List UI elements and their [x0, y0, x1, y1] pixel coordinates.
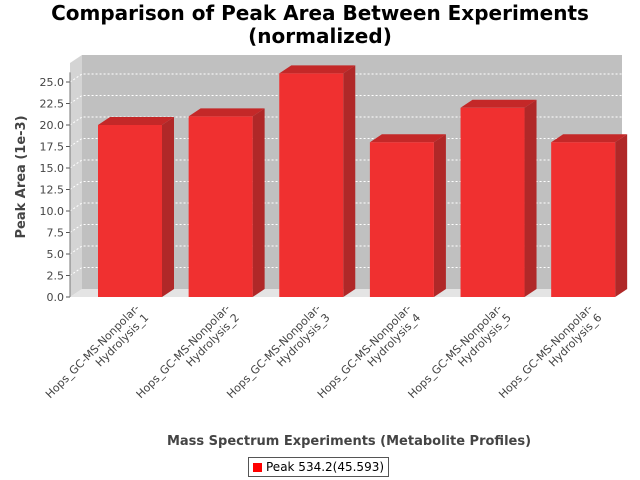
bar: [188, 108, 265, 298]
gridline: [69, 181, 622, 190]
y-axis-title: Peak Area (1e-3): [14, 115, 29, 238]
x-tick-label-line: Hops_GC-MS-Nonpolar-: [496, 302, 595, 401]
bar-front: [279, 73, 344, 298]
y-tick-label: 25.0: [40, 76, 65, 89]
chart-title-line1: Comparison of Peak Area Between Experime…: [51, 1, 589, 25]
gridline: [69, 267, 622, 276]
legend: Peak 534.2(45.593): [248, 457, 390, 477]
y-tick-label: 10.0: [40, 205, 65, 218]
gridline: [69, 159, 622, 169]
bar-side: [162, 117, 174, 297]
legend-label: Peak 534.2(45.593): [266, 460, 385, 474]
gridline: [69, 73, 622, 83]
y-tick-label: 12.5: [40, 184, 65, 197]
bar-top: [551, 134, 628, 143]
legend-swatch: [253, 462, 262, 472]
x-tick-label-line: Hops_GC-MS-Nonpolar-: [315, 302, 414, 401]
x-tick-label-line: Hops_GC-MS-Nonpolar-: [134, 302, 233, 401]
x-tick-label: Hops_GC-MS-Nonpolar-Hydrolysis_6: [496, 302, 604, 410]
bar: [551, 134, 628, 297]
plot-left-wall: [70, 55, 82, 297]
bar-front: [551, 142, 616, 297]
bar-top: [188, 108, 265, 117]
bar-side: [615, 134, 628, 297]
y-tick-label: 0.0: [47, 291, 65, 304]
bar: [279, 65, 356, 298]
x-tick-label-line: Hops_GC-MS-Nonpolar-: [224, 302, 323, 401]
bar-side: [252, 108, 265, 298]
bar-front: [188, 116, 253, 298]
y-tick-label: 22.5: [40, 98, 65, 111]
bar: [460, 99, 537, 297]
y-tick-label: 5.0: [47, 248, 65, 261]
x-tick-label-line: Hops_GC-MS-Nonpolar-: [406, 302, 505, 401]
y-tick-label: 15.0: [40, 162, 65, 175]
bar: [369, 134, 446, 297]
bar-top: [98, 117, 174, 125]
y-tick-label: 17.5: [40, 141, 65, 154]
bar-front: [369, 142, 434, 297]
bar-side: [433, 134, 446, 297]
bar: [98, 117, 174, 297]
gridline: [69, 95, 622, 104]
bar-top: [279, 65, 356, 74]
y-tick-label: 2.5: [47, 270, 65, 283]
gridline: [69, 245, 622, 255]
gridline: [69, 202, 622, 212]
gridline: [69, 116, 622, 126]
x-tick-label-line: Hops_GC-MS-Nonpolar-: [43, 302, 142, 401]
bar-top: [369, 134, 446, 143]
x-axis-title: Mass Spectrum Experiments (Metabolite Pr…: [167, 434, 531, 449]
y-tick-label: 7.5: [47, 227, 65, 240]
y-tick-label: 20.0: [40, 119, 65, 132]
chart-title: Comparison of Peak Area Between Experime…: [0, 2, 640, 48]
bar-side: [343, 65, 356, 298]
bar-front: [460, 107, 525, 297]
bar-side: [524, 99, 537, 297]
gridline: [69, 138, 622, 147]
chart-title-line2: (normalized): [248, 24, 392, 48]
gridline: [69, 224, 622, 233]
bar-top: [460, 99, 537, 108]
bar-front: [98, 125, 162, 297]
